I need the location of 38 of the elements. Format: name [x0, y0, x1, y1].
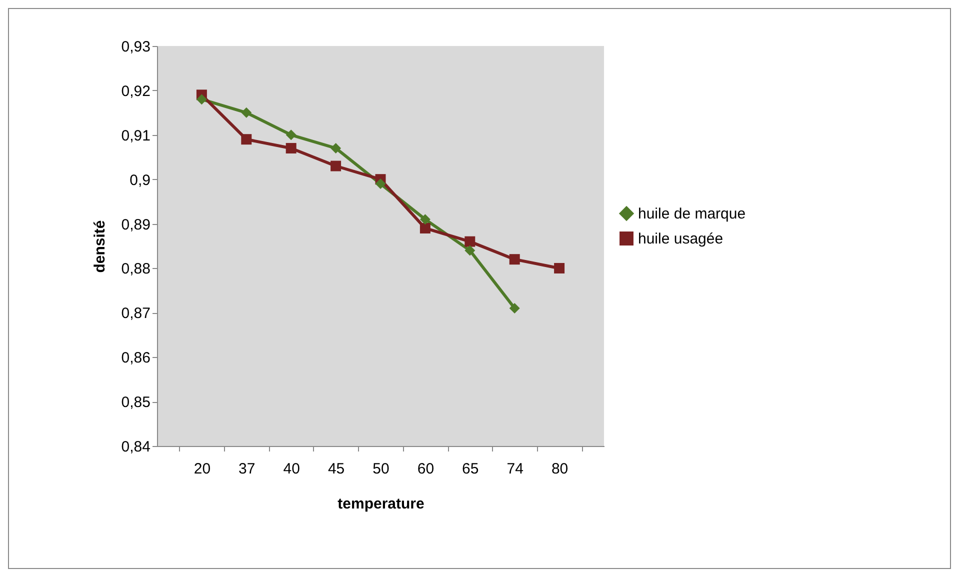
point [420, 214, 430, 225]
x-tick-label: 50 [372, 460, 390, 478]
x-tick-label: 60 [417, 460, 434, 478]
point [286, 130, 296, 140]
y-tick-label: 0,88 [121, 260, 150, 278]
y-tick-label: 0,91 [121, 127, 150, 144]
legend-label: huile usagée [638, 230, 724, 248]
y-tick-label: 0,93 [121, 38, 150, 56]
x-axis-title: temperature [338, 496, 424, 512]
point [330, 160, 342, 172]
point [509, 254, 520, 265]
legend-label: huile de marque [638, 206, 746, 222]
point [464, 236, 476, 247]
y-tick-label: 0,87 [121, 305, 150, 322]
x-tick-label: 37 [238, 460, 256, 478]
x-tick-label: 40 [283, 460, 300, 478]
x-tick-label: 65 [462, 460, 479, 478]
y-tick-label: 0,84 [121, 438, 150, 456]
x-tick-label: 20 [194, 460, 211, 478]
y-tick-label: 0,89 [121, 216, 150, 234]
x-tick-label: 80 [551, 460, 568, 478]
y-tick-label: 0,85 [121, 394, 150, 412]
point [241, 107, 252, 118]
point [375, 178, 386, 190]
y-tick-label: 0,9 [130, 172, 150, 189]
y-tick-label: 0,92 [121, 82, 150, 100]
point [241, 134, 252, 145]
point [554, 262, 565, 274]
x-tick-label: 45 [328, 460, 345, 478]
point [286, 142, 296, 154]
point [330, 142, 342, 154]
point [509, 302, 520, 314]
point [196, 94, 207, 105]
x-tick-label: 74 [506, 460, 524, 478]
point [464, 245, 476, 256]
point [420, 222, 430, 234]
y-axis-title: densité [91, 220, 108, 273]
y-tick-label: 0,86 [121, 350, 150, 367]
